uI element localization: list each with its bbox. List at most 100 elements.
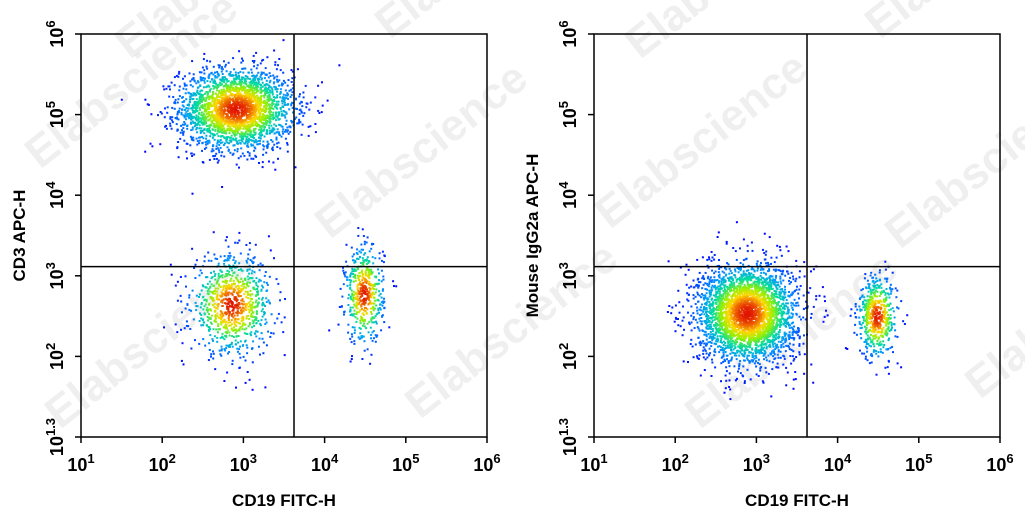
event-dot bbox=[202, 97, 205, 100]
event-dot bbox=[714, 286, 717, 289]
event-dot bbox=[290, 104, 293, 107]
event-dot bbox=[239, 295, 242, 297]
event-dot bbox=[267, 88, 270, 91]
event-dot bbox=[774, 270, 777, 273]
event-dot bbox=[365, 293, 368, 296]
event-dot bbox=[221, 107, 224, 110]
event-dot bbox=[792, 343, 795, 346]
event-dot bbox=[189, 98, 191, 101]
event-dot bbox=[357, 298, 359, 301]
event-dot bbox=[291, 106, 294, 109]
event-dot bbox=[374, 283, 377, 286]
event-dot bbox=[216, 331, 219, 334]
event-dot bbox=[190, 152, 193, 155]
event-dot bbox=[790, 271, 793, 274]
event-dot bbox=[184, 108, 186, 111]
event-dot bbox=[371, 339, 374, 342]
event-dot bbox=[756, 264, 759, 267]
event-dot bbox=[734, 270, 737, 273]
event-dot bbox=[366, 348, 369, 351]
event-dot bbox=[273, 143, 276, 146]
event-dot bbox=[211, 276, 214, 279]
event-dot bbox=[177, 110, 180, 112]
event-dot bbox=[200, 289, 203, 292]
event-dot bbox=[729, 352, 732, 355]
event-dot bbox=[238, 328, 241, 330]
event-dot bbox=[201, 79, 204, 82]
event-dot bbox=[700, 296, 703, 299]
event-dot bbox=[216, 111, 219, 114]
event-dot bbox=[262, 286, 265, 289]
event-dot bbox=[268, 129, 271, 132]
event-dot bbox=[353, 342, 356, 345]
event-dot bbox=[776, 244, 779, 247]
event-dot bbox=[263, 274, 266, 277]
event-dot bbox=[224, 112, 227, 115]
event-dot bbox=[736, 351, 739, 354]
event-dot bbox=[259, 125, 262, 128]
event-dot bbox=[179, 131, 182, 134]
event-dot bbox=[357, 234, 360, 237]
event-dot bbox=[241, 140, 244, 143]
event-dot bbox=[183, 75, 186, 78]
event-dot bbox=[250, 86, 253, 89]
event-dot bbox=[721, 270, 724, 273]
event-dot bbox=[220, 311, 223, 314]
event-dot bbox=[743, 382, 746, 384]
event-dot bbox=[225, 84, 228, 87]
event-dot bbox=[229, 94, 232, 97]
event-dot bbox=[760, 366, 763, 369]
event-dot bbox=[366, 288, 368, 291]
event-dot bbox=[238, 139, 241, 142]
event-dot bbox=[270, 313, 273, 316]
event-dot bbox=[726, 346, 729, 349]
event-dot bbox=[757, 361, 759, 364]
event-dot bbox=[227, 344, 230, 347]
event-dot bbox=[227, 309, 230, 312]
event-dot bbox=[273, 123, 276, 126]
event-dot bbox=[268, 124, 270, 127]
event-dot bbox=[242, 87, 245, 90]
event-dot bbox=[227, 352, 229, 355]
event-dot bbox=[220, 70, 223, 73]
event-dot bbox=[221, 332, 224, 335]
event-dot bbox=[750, 268, 753, 271]
event-dot bbox=[795, 312, 798, 315]
event-dot bbox=[252, 157, 255, 160]
event-dot bbox=[784, 305, 787, 308]
event-dot bbox=[378, 252, 381, 255]
event-dot bbox=[667, 260, 670, 263]
event-dot bbox=[259, 106, 262, 109]
event-dot bbox=[233, 68, 236, 71]
event-dot bbox=[300, 100, 303, 103]
event-dot bbox=[748, 351, 751, 354]
event-dot bbox=[205, 125, 208, 128]
event-dot bbox=[354, 279, 357, 282]
event-dot bbox=[232, 74, 235, 77]
event-dot bbox=[216, 120, 219, 123]
event-dot bbox=[238, 90, 241, 93]
event-dot bbox=[250, 120, 253, 123]
event-dot bbox=[223, 91, 226, 94]
event-dot bbox=[231, 306, 234, 308]
event-dot bbox=[256, 303, 259, 306]
event-dot bbox=[355, 291, 357, 294]
event-dot bbox=[239, 155, 242, 158]
event-dot bbox=[195, 137, 198, 140]
event-dot bbox=[785, 366, 788, 369]
event-dot bbox=[724, 279, 727, 282]
event-dot bbox=[370, 319, 373, 322]
event-dot bbox=[361, 279, 364, 282]
event-dot bbox=[235, 298, 238, 301]
event-dot bbox=[236, 310, 239, 313]
event-dot bbox=[281, 96, 284, 99]
event-dot bbox=[713, 272, 716, 275]
event-dot bbox=[228, 136, 231, 139]
event-dot bbox=[273, 76, 276, 79]
event-dot bbox=[724, 347, 726, 350]
event-dot bbox=[243, 88, 246, 91]
event-dot bbox=[790, 348, 793, 351]
event-dot bbox=[169, 124, 172, 127]
event-dot bbox=[225, 313, 228, 316]
event-dot bbox=[200, 118, 203, 121]
